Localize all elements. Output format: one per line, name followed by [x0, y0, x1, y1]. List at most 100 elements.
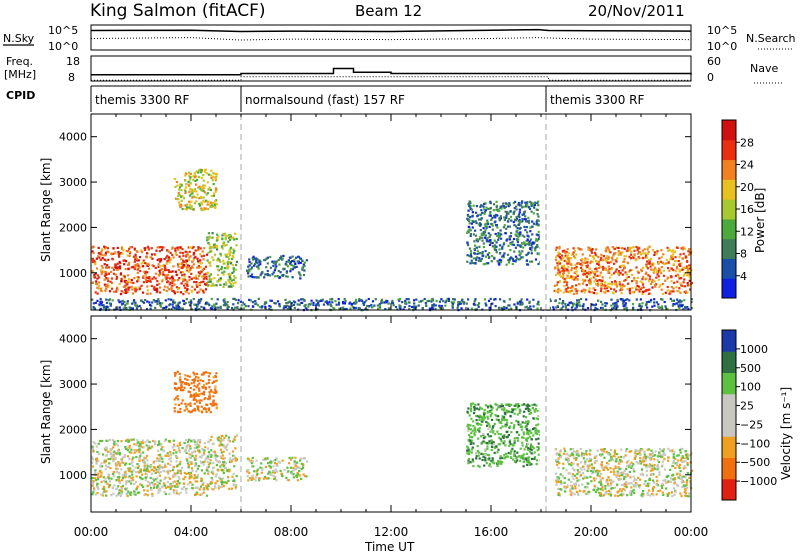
- scatter-pixel: [184, 301, 187, 305]
- scatter-pixel: [624, 255, 628, 258]
- scatter-pixel: [629, 257, 632, 260]
- scatter-pixel: [143, 247, 146, 250]
- scatter-pixel: [207, 463, 210, 466]
- scatter-pixel: [123, 263, 126, 266]
- scatter-pixel: [185, 262, 188, 265]
- scatter-pixel: [655, 283, 658, 286]
- scatter-pixel: [219, 477, 222, 480]
- scatter-pixel: [488, 214, 491, 217]
- scatter-pixel: [105, 454, 108, 458]
- scatter-pixel: [624, 304, 627, 307]
- scatter-pixel: [272, 264, 275, 268]
- scatter-pixel: [267, 472, 270, 475]
- scatter-pixel: [232, 248, 235, 251]
- scatter-pixel: [265, 257, 268, 260]
- scatter-pixel: [197, 449, 200, 452]
- scatter-pixel: [596, 284, 600, 287]
- scatter-pixel: [105, 251, 108, 254]
- scatter-pixel: [188, 438, 191, 441]
- scatter-pixel: [660, 271, 663, 275]
- scatter-pixel: [575, 267, 578, 270]
- scatter-pixel: [250, 273, 254, 276]
- scatter-pixel: [187, 465, 190, 468]
- scatter-pixel: [199, 288, 202, 291]
- scatter-pixel: [500, 306, 503, 309]
- scatter-pixel: [161, 280, 164, 283]
- scatter-pixel: [203, 184, 206, 187]
- scatter-pixel: [317, 300, 320, 303]
- scatter-pixel: [521, 234, 524, 237]
- scatter-pixel: [273, 471, 277, 474]
- scatter-pixel: [209, 307, 212, 310]
- scatter-pixel: [144, 478, 147, 482]
- scatter-pixel: [205, 494, 209, 497]
- scatter-pixel: [468, 204, 471, 208]
- scatter-pixel: [642, 257, 645, 260]
- scatter-pixel: [191, 285, 194, 288]
- scatter-pixel: [192, 189, 195, 192]
- scatter-pixel: [193, 450, 196, 453]
- scatter-pixel: [470, 222, 473, 225]
- scatter-pixel: [255, 302, 258, 305]
- scatter-pixel: [289, 262, 292, 265]
- scatter-pixel: [594, 253, 597, 256]
- scatter-pixel: [466, 449, 469, 452]
- scatter-pixel: [144, 457, 147, 460]
- scatter-pixel: [178, 277, 181, 280]
- scatter-pixel: [681, 303, 684, 307]
- scatter-pixel: [195, 281, 198, 284]
- scatter-pixel: [196, 285, 199, 288]
- scatter-pixel: [144, 278, 147, 281]
- scatter-pixel: [179, 271, 182, 274]
- scatter-pixel: [325, 300, 328, 303]
- scatter-pixel: [330, 305, 333, 308]
- scatter-pixel: [519, 245, 523, 248]
- scatter-pixel: [451, 301, 454, 305]
- scatter-pixel: [630, 253, 633, 256]
- scatter-pixel: [508, 203, 511, 206]
- scatter-pixel: [408, 305, 411, 308]
- scatter-pixel: [381, 301, 384, 304]
- scatter-pixel: [579, 248, 582, 251]
- scatter-pixel: [138, 491, 141, 494]
- scatter-pixel: [169, 487, 172, 491]
- scatter-pixel: [174, 474, 177, 477]
- scatter-pixel: [150, 488, 153, 491]
- scatter-pixel: [278, 263, 281, 266]
- scatter-pixel: [204, 446, 207, 449]
- scatter-pixel: [246, 470, 249, 473]
- scatter-pixel: [483, 464, 486, 467]
- scatter-pixel: [158, 258, 161, 261]
- scatter-pixel: [96, 274, 99, 277]
- scatter-pixel: [203, 487, 206, 490]
- scatter-pixel: [172, 465, 176, 468]
- scatter-pixel: [91, 281, 94, 284]
- scatter-pixel: [154, 300, 157, 303]
- scatter-pixel: [209, 188, 213, 192]
- scatter-pixel: [481, 420, 484, 423]
- scatter-pixel: [250, 459, 253, 462]
- scatter-pixel: [301, 268, 304, 271]
- scatter-pixel: [144, 272, 147, 275]
- scatter-pixel: [169, 477, 172, 480]
- scatter-pixel: [431, 304, 434, 307]
- scatter-pixel: [513, 207, 516, 210]
- scatter-pixel: [669, 297, 672, 300]
- scatter-pixel: [688, 248, 691, 251]
- scatter-pixel: [649, 300, 652, 303]
- scatter-pixel: [126, 448, 129, 452]
- scatter-pixel: [200, 479, 203, 482]
- scatter-pixel: [503, 440, 506, 443]
- scatter-pixel: [161, 446, 164, 449]
- scatter-pixel: [610, 304, 613, 307]
- scatter-pixel: [537, 442, 540, 445]
- scatter-pixel: [242, 307, 245, 310]
- scatter-pixel: [119, 267, 122, 270]
- scatter-pixel: [201, 187, 204, 190]
- scatter-pixel: [531, 403, 534, 407]
- scatter-pixel: [292, 265, 295, 268]
- scatter-pixel: [687, 266, 690, 269]
- scatter-pixel: [200, 207, 203, 210]
- scatter-pixel: [136, 463, 139, 466]
- scatter-pixel: [226, 300, 229, 304]
